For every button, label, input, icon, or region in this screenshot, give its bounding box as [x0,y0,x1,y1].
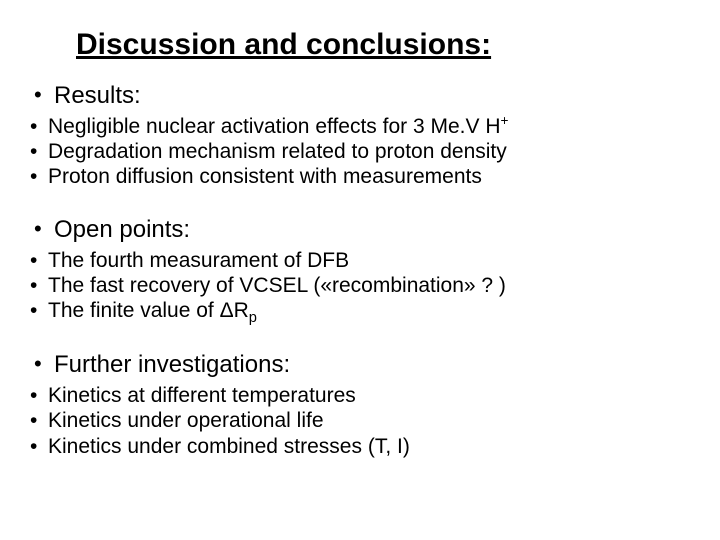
list-item-text: The finite value of ΔR [48,299,249,322]
slide: Discussion and conclusions: Results: Neg… [0,0,720,540]
list-item: Kinetics under combined stresses (T, I) [30,434,690,459]
further-list: Kinetics at different temperatures Kinet… [30,383,690,459]
subscript: p [249,310,257,326]
list-item: Degradation mechanism related to proton … [30,139,690,164]
section-heading-further: Further investigations: [30,351,690,379]
list-item: The finite value of ΔRp [30,298,690,323]
list-item: Negligible nuclear activation effects fo… [30,114,690,139]
superscript: + [501,113,509,128]
list-item: The fourth measurament of DFB [30,248,690,273]
slide-title: Discussion and conclusions: [76,28,690,62]
list-item-text: Negligible nuclear activation effects fo… [48,115,501,138]
list-item: The fast recovery of VCSEL («recombinati… [30,273,690,298]
list-item: Proton diffusion consistent with measure… [30,164,690,189]
list-item: Kinetics at different temperatures [30,383,690,408]
openpoints-list: The fourth measurament of DFB The fast r… [30,248,690,324]
results-list: Negligible nuclear activation effects fo… [30,114,690,190]
section-heading-results: Results: [30,82,690,110]
section-heading-openpoints: Open points: [30,216,690,244]
list-item: Kinetics under operational life [30,408,690,433]
